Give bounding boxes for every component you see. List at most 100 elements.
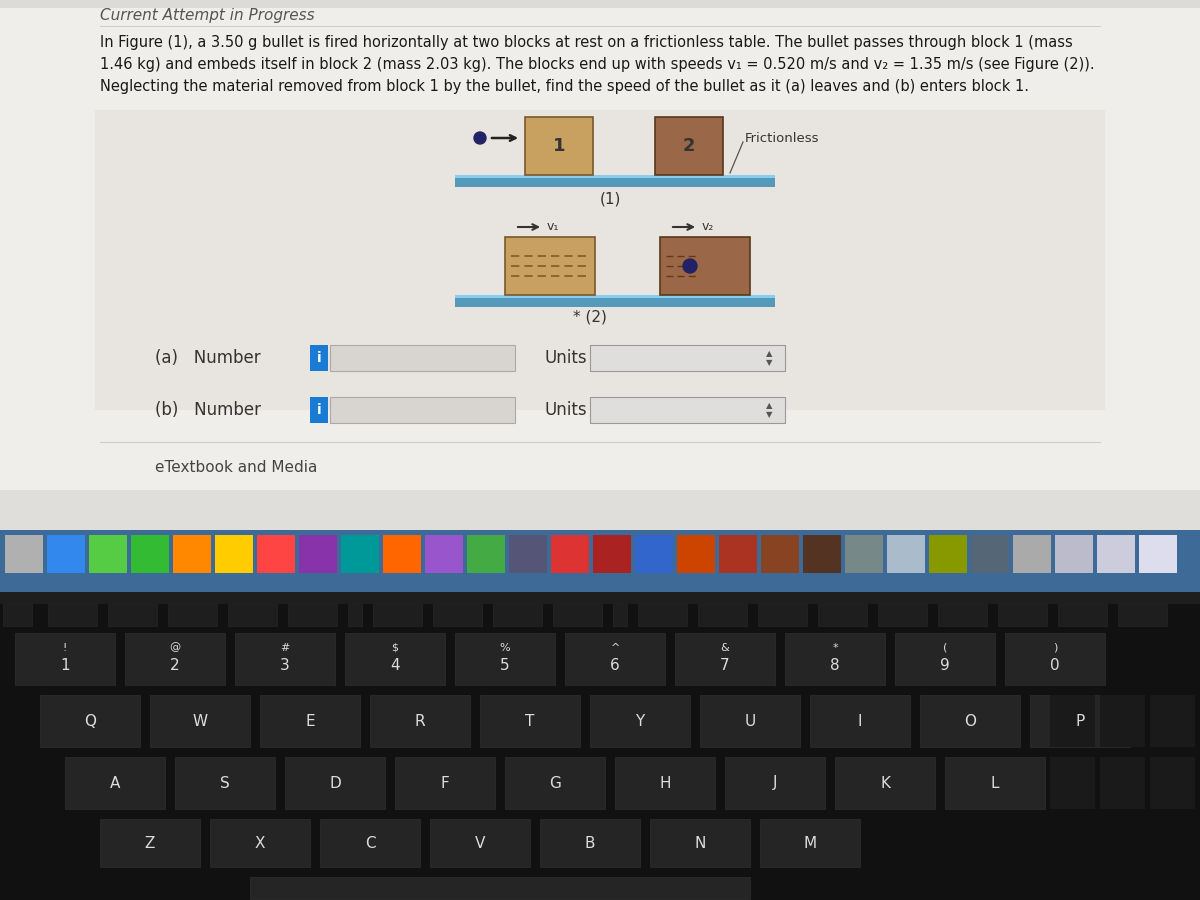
Bar [946,757,1045,809]
Text: 0: 0 [1050,658,1060,672]
Bar [299,535,337,573]
Bar [929,535,967,573]
Text: 2: 2 [170,658,180,672]
Bar [1050,695,1096,747]
Bar [593,535,631,573]
Text: V: V [475,835,485,850]
Bar [758,604,808,626]
Bar [100,819,200,867]
Bar [1013,535,1051,573]
Text: 9: 9 [940,658,950,672]
Circle shape [474,132,486,144]
Bar [613,604,628,626]
Text: Q: Q [84,714,96,728]
Text: Frictionless: Frictionless [745,131,820,145]
Bar [0,0,1200,8]
Text: ▲: ▲ [766,401,773,410]
Text: 4: 4 [390,658,400,672]
Bar [288,604,337,626]
Bar [0,530,1200,592]
Text: (a)   Number: (a) Number [155,349,260,367]
Bar [257,535,295,573]
Text: Current Attempt in Progress: Current Attempt in Progress [100,8,314,23]
Text: ▼: ▼ [766,410,773,419]
Bar [310,345,328,371]
Text: (1): (1) [599,192,620,207]
Text: %: % [499,643,510,652]
Bar [650,819,750,867]
Bar [553,604,602,626]
Text: W: W [192,714,208,728]
Bar [480,695,580,747]
Text: D: D [329,776,341,790]
Bar [1050,757,1096,809]
Text: ▼: ▼ [766,358,773,367]
Bar [286,757,385,809]
Bar [320,819,420,867]
Bar [655,117,722,175]
Text: Units: Units [545,349,588,367]
Bar [761,535,799,573]
Bar [493,604,542,626]
Text: 5: 5 [500,658,510,672]
Bar [1058,604,1108,626]
Text: i: i [317,351,322,365]
Bar [0,592,1200,604]
Bar [260,695,360,747]
Bar [455,175,775,178]
Bar [108,604,157,626]
Bar [760,819,860,867]
Text: E: E [305,714,314,728]
Bar [818,604,866,626]
Bar [920,695,1020,747]
Text: 1: 1 [553,137,565,155]
Text: ^: ^ [611,643,619,652]
Bar [835,757,935,809]
Bar [348,604,362,626]
Bar [698,604,746,626]
Bar [346,633,445,685]
Bar [0,0,1200,530]
Bar [433,604,482,626]
Bar [1118,604,1166,626]
Text: B: B [584,835,595,850]
Bar [0,592,1200,900]
Bar [173,535,211,573]
Bar [40,695,140,747]
Bar [2,604,32,626]
Bar [0,490,1200,530]
Text: i: i [317,403,322,417]
Bar [48,604,97,626]
Bar [383,535,421,573]
Text: &: & [721,643,730,652]
Bar [719,535,757,573]
Bar [509,535,547,573]
Bar [430,819,530,867]
Text: A: A [110,776,120,790]
Text: 8: 8 [830,658,840,672]
Text: 7: 7 [720,658,730,672]
Bar [505,237,595,295]
Text: 2: 2 [683,137,695,155]
Text: U: U [744,714,756,728]
Bar [425,535,463,573]
Bar [551,535,589,573]
Bar [638,604,686,626]
Bar [455,175,775,187]
Bar [1006,633,1105,685]
Text: * (2): * (2) [574,310,607,325]
Bar [210,819,310,867]
Text: ▲: ▲ [766,349,773,358]
Text: #: # [281,643,289,652]
Bar [785,633,886,685]
Bar [370,695,470,747]
Bar [635,535,673,573]
Text: X: X [254,835,265,850]
Bar [455,295,775,307]
Bar [131,535,169,573]
Text: Y: Y [635,714,644,728]
Bar [677,535,715,573]
Bar [526,117,593,175]
Bar [228,604,277,626]
Text: L: L [991,776,1000,790]
